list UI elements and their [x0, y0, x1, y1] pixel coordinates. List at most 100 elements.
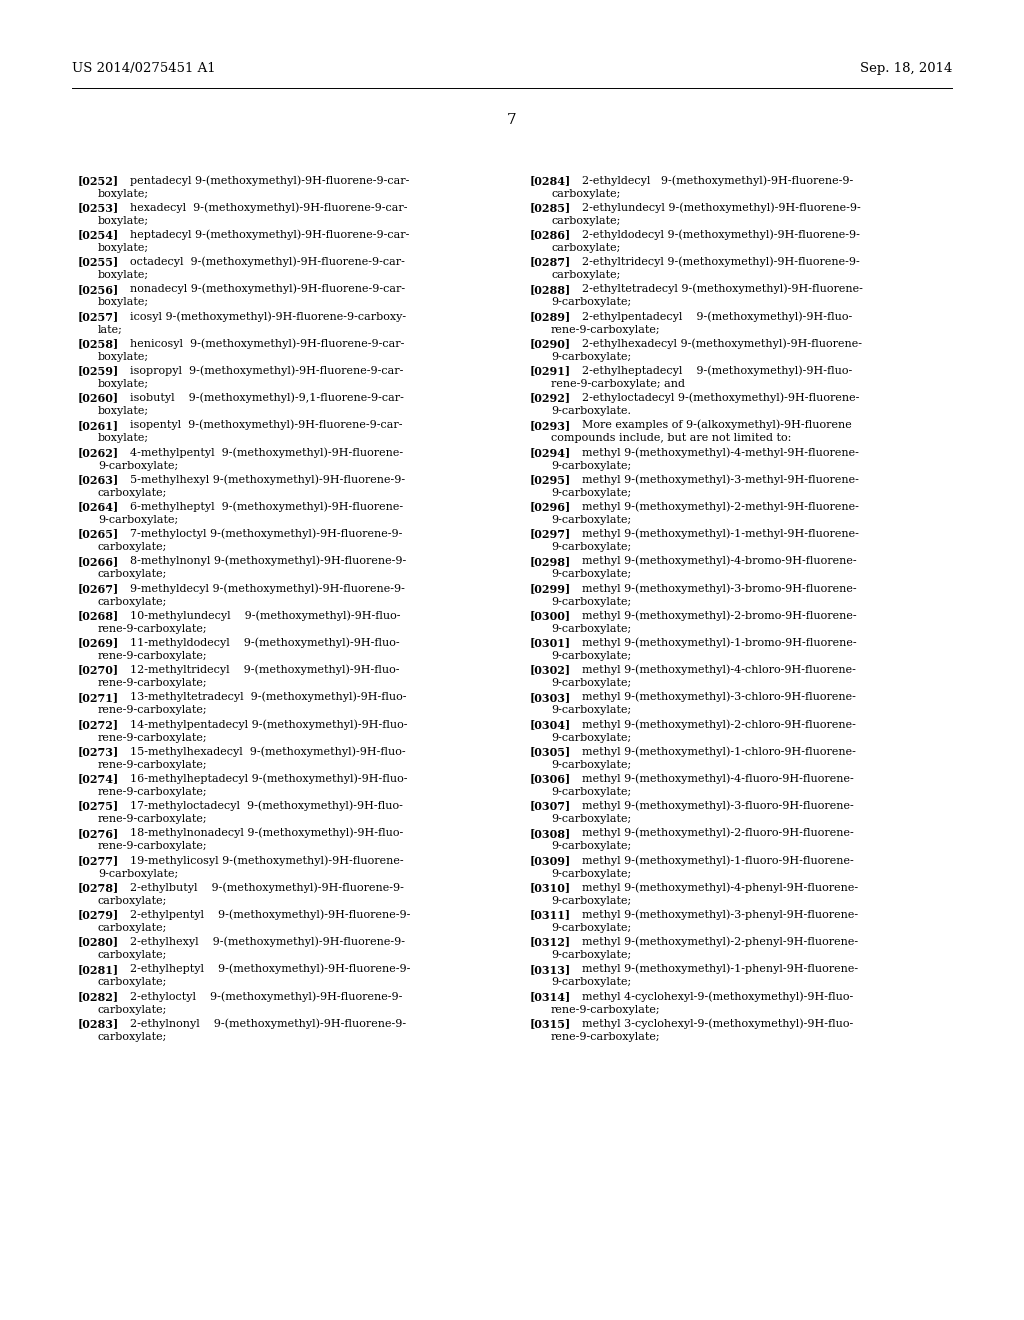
Text: [0279]: [0279] [78, 909, 119, 920]
Text: 9-carboxylate;: 9-carboxylate; [98, 869, 178, 879]
Text: carboxylate;: carboxylate; [551, 189, 621, 198]
Text: 9-methyldecyl 9-(methoxymethyl)-9H-fluorene-9-: 9-methyldecyl 9-(methoxymethyl)-9H-fluor… [130, 583, 404, 594]
Text: 9-carboxylate;: 9-carboxylate; [551, 651, 631, 661]
Text: [0268]: [0268] [78, 610, 119, 622]
Text: methyl 9-(methoxymethyl)-3-fluoro-9H-fluorene-: methyl 9-(methoxymethyl)-3-fluoro-9H-flu… [582, 801, 854, 812]
Text: [0261]: [0261] [78, 420, 119, 430]
Text: methyl 9-(methoxymethyl)-2-chloro-9H-fluorene-: methyl 9-(methoxymethyl)-2-chloro-9H-flu… [582, 719, 856, 730]
Text: 12-methyltridecyl    9-(methoxymethyl)-9H-fluo-: 12-methyltridecyl 9-(methoxymethyl)-9H-f… [130, 664, 399, 675]
Text: 9-carboxylate;: 9-carboxylate; [98, 461, 178, 471]
Text: [0293]: [0293] [530, 420, 571, 430]
Text: 9-carboxylate;: 9-carboxylate; [551, 705, 631, 715]
Text: boxylate;: boxylate; [98, 379, 150, 389]
Text: 9-carboxylate;: 9-carboxylate; [551, 352, 631, 362]
Text: [0269]: [0269] [78, 638, 119, 648]
Text: methyl 9-(methoxymethyl)-1-chloro-9H-fluorene-: methyl 9-(methoxymethyl)-1-chloro-9H-flu… [582, 746, 856, 756]
Text: 2-ethyltridecyl 9-(methoxymethyl)-9H-fluorene-9-: 2-ethyltridecyl 9-(methoxymethyl)-9H-flu… [582, 256, 860, 267]
Text: 9-carboxylate;: 9-carboxylate; [551, 515, 631, 525]
Text: carboxylate;: carboxylate; [98, 977, 167, 987]
Text: 9-carboxylate;: 9-carboxylate; [551, 787, 631, 797]
Text: carboxylate;: carboxylate; [98, 597, 167, 607]
Text: carboxylate;: carboxylate; [98, 543, 167, 552]
Text: [0275]: [0275] [78, 801, 119, 812]
Text: 9-carboxylate;: 9-carboxylate; [551, 950, 631, 960]
Text: methyl 9-(methoxymethyl)-3-bromo-9H-fluorene-: methyl 9-(methoxymethyl)-3-bromo-9H-fluo… [582, 583, 857, 594]
Text: [0309]: [0309] [530, 855, 571, 866]
Text: 9-carboxylate.: 9-carboxylate. [551, 407, 631, 416]
Text: methyl 9-(methoxymethyl)-4-phenyl-9H-fluorene-: methyl 9-(methoxymethyl)-4-phenyl-9H-flu… [582, 882, 858, 892]
Text: 9-carboxylate;: 9-carboxylate; [551, 814, 631, 824]
Text: methyl 3-cyclohexyl-9-(methoxymethyl)-9H-fluo-: methyl 3-cyclohexyl-9-(methoxymethyl)-9H… [582, 1018, 853, 1028]
Text: [0290]: [0290] [530, 338, 571, 350]
Text: [0286]: [0286] [530, 230, 571, 240]
Text: [0303]: [0303] [530, 692, 571, 702]
Text: [0258]: [0258] [78, 338, 119, 350]
Text: isobutyl    9-(methoxymethyl)-9,1-fluorene-9-car-: isobutyl 9-(methoxymethyl)-9,1-fluorene-… [130, 392, 403, 403]
Text: [0305]: [0305] [530, 746, 571, 758]
Text: pentadecyl 9-(methoxymethyl)-9H-fluorene-9-car-: pentadecyl 9-(methoxymethyl)-9H-fluorene… [130, 176, 410, 186]
Text: 7: 7 [507, 114, 517, 127]
Text: hexadecyl  9-(methoxymethyl)-9H-fluorene-9-car-: hexadecyl 9-(methoxymethyl)-9H-fluorene-… [130, 202, 408, 213]
Text: boxylate;: boxylate; [98, 215, 150, 226]
Text: 5-methylhexyl 9-(methoxymethyl)-9H-fluorene-9-: 5-methylhexyl 9-(methoxymethyl)-9H-fluor… [130, 474, 406, 484]
Text: [0282]: [0282] [78, 991, 119, 1002]
Text: boxylate;: boxylate; [98, 407, 150, 416]
Text: [0252]: [0252] [78, 176, 119, 186]
Text: isopropyl  9-(methoxymethyl)-9H-fluorene-9-car-: isopropyl 9-(methoxymethyl)-9H-fluorene-… [130, 366, 403, 376]
Text: methyl 9-(methoxymethyl)-2-methyl-9H-fluorene-: methyl 9-(methoxymethyl)-2-methyl-9H-flu… [582, 502, 859, 512]
Text: 9-carboxylate;: 9-carboxylate; [551, 869, 631, 879]
Text: methyl 9-(methoxymethyl)-3-phenyl-9H-fluorene-: methyl 9-(methoxymethyl)-3-phenyl-9H-flu… [582, 909, 858, 920]
Text: 17-methyloctadecyl  9-(methoxymethyl)-9H-fluo-: 17-methyloctadecyl 9-(methoxymethyl)-9H-… [130, 801, 402, 812]
Text: [0299]: [0299] [530, 583, 571, 594]
Text: 9-carboxylate;: 9-carboxylate; [551, 733, 631, 743]
Text: heptadecyl 9-(methoxymethyl)-9H-fluorene-9-car-: heptadecyl 9-(methoxymethyl)-9H-fluorene… [130, 230, 410, 240]
Text: US 2014/0275451 A1: US 2014/0275451 A1 [72, 62, 216, 75]
Text: methyl 9-(methoxymethyl)-4-fluoro-9H-fluorene-: methyl 9-(methoxymethyl)-4-fluoro-9H-flu… [582, 774, 854, 784]
Text: carboxylate;: carboxylate; [98, 1005, 167, 1015]
Text: henicosyl  9-(methoxymethyl)-9H-fluorene-9-car-: henicosyl 9-(methoxymethyl)-9H-fluorene-… [130, 338, 404, 348]
Text: [0308]: [0308] [530, 828, 571, 838]
Text: 18-methylnonadecyl 9-(methoxymethyl)-9H-fluo-: 18-methylnonadecyl 9-(methoxymethyl)-9H-… [130, 828, 403, 838]
Text: [0263]: [0263] [78, 474, 119, 486]
Text: [0311]: [0311] [530, 909, 571, 920]
Text: 9-carboxylate;: 9-carboxylate; [551, 977, 631, 987]
Text: carboxylate;: carboxylate; [551, 243, 621, 253]
Text: [0273]: [0273] [78, 746, 119, 758]
Text: [0283]: [0283] [78, 1018, 119, 1030]
Text: 2-ethylpentyl    9-(methoxymethyl)-9H-fluorene-9-: 2-ethylpentyl 9-(methoxymethyl)-9H-fluor… [130, 909, 411, 920]
Text: 2-ethyloctadecyl 9-(methoxymethyl)-9H-fluorene-: 2-ethyloctadecyl 9-(methoxymethyl)-9H-fl… [582, 392, 859, 403]
Text: 2-ethylnonyl    9-(methoxymethyl)-9H-fluorene-9-: 2-ethylnonyl 9-(methoxymethyl)-9H-fluore… [130, 1018, 407, 1028]
Text: [0304]: [0304] [530, 719, 571, 730]
Text: [0264]: [0264] [78, 502, 119, 512]
Text: Sep. 18, 2014: Sep. 18, 2014 [859, 62, 952, 75]
Text: carboxylate;: carboxylate; [98, 1032, 167, 1041]
Text: [0253]: [0253] [78, 202, 119, 214]
Text: carboxylate;: carboxylate; [98, 923, 167, 933]
Text: methyl 9-(methoxymethyl)-4-bromo-9H-fluorene-: methyl 9-(methoxymethyl)-4-bromo-9H-fluo… [582, 556, 857, 566]
Text: rene-9-carboxylate;: rene-9-carboxylate; [98, 760, 208, 770]
Text: [0315]: [0315] [530, 1018, 571, 1030]
Text: rene-9-carboxylate;: rene-9-carboxylate; [98, 705, 208, 715]
Text: carboxylate;: carboxylate; [98, 950, 167, 960]
Text: rene-9-carboxylate;: rene-9-carboxylate; [551, 325, 660, 334]
Text: methyl 9-(methoxymethyl)-1-bromo-9H-fluorene-: methyl 9-(methoxymethyl)-1-bromo-9H-fluo… [582, 638, 857, 648]
Text: carboxylate;: carboxylate; [551, 271, 621, 280]
Text: boxylate;: boxylate; [98, 189, 150, 198]
Text: [0260]: [0260] [78, 392, 119, 404]
Text: rene-9-carboxylate;: rene-9-carboxylate; [551, 1005, 660, 1015]
Text: [0287]: [0287] [530, 256, 571, 268]
Text: [0262]: [0262] [78, 447, 119, 458]
Text: 2-ethylhexadecyl 9-(methoxymethyl)-9H-fluorene-: 2-ethylhexadecyl 9-(methoxymethyl)-9H-fl… [582, 338, 862, 348]
Text: methyl 9-(methoxymethyl)-2-phenyl-9H-fluorene-: methyl 9-(methoxymethyl)-2-phenyl-9H-flu… [582, 937, 858, 948]
Text: 9-carboxylate;: 9-carboxylate; [98, 515, 178, 525]
Text: [0254]: [0254] [78, 230, 119, 240]
Text: 8-methylnonyl 9-(methoxymethyl)-9H-fluorene-9-: 8-methylnonyl 9-(methoxymethyl)-9H-fluor… [130, 556, 407, 566]
Text: methyl 9-(methoxymethyl)-1-phenyl-9H-fluorene-: methyl 9-(methoxymethyl)-1-phenyl-9H-flu… [582, 964, 858, 974]
Text: [0271]: [0271] [78, 692, 119, 702]
Text: icosyl 9-(methoxymethyl)-9H-fluorene-9-carboxy-: icosyl 9-(methoxymethyl)-9H-fluorene-9-c… [130, 312, 407, 322]
Text: 10-methylundecyl    9-(methoxymethyl)-9H-fluo-: 10-methylundecyl 9-(methoxymethyl)-9H-fl… [130, 610, 400, 620]
Text: 9-carboxylate;: 9-carboxylate; [551, 488, 631, 498]
Text: 13-methyltetradecyl  9-(methoxymethyl)-9H-fluo-: 13-methyltetradecyl 9-(methoxymethyl)-9H… [130, 692, 407, 702]
Text: 4-methylpentyl  9-(methoxymethyl)-9H-fluorene-: 4-methylpentyl 9-(methoxymethyl)-9H-fluo… [130, 447, 403, 458]
Text: [0291]: [0291] [530, 366, 571, 376]
